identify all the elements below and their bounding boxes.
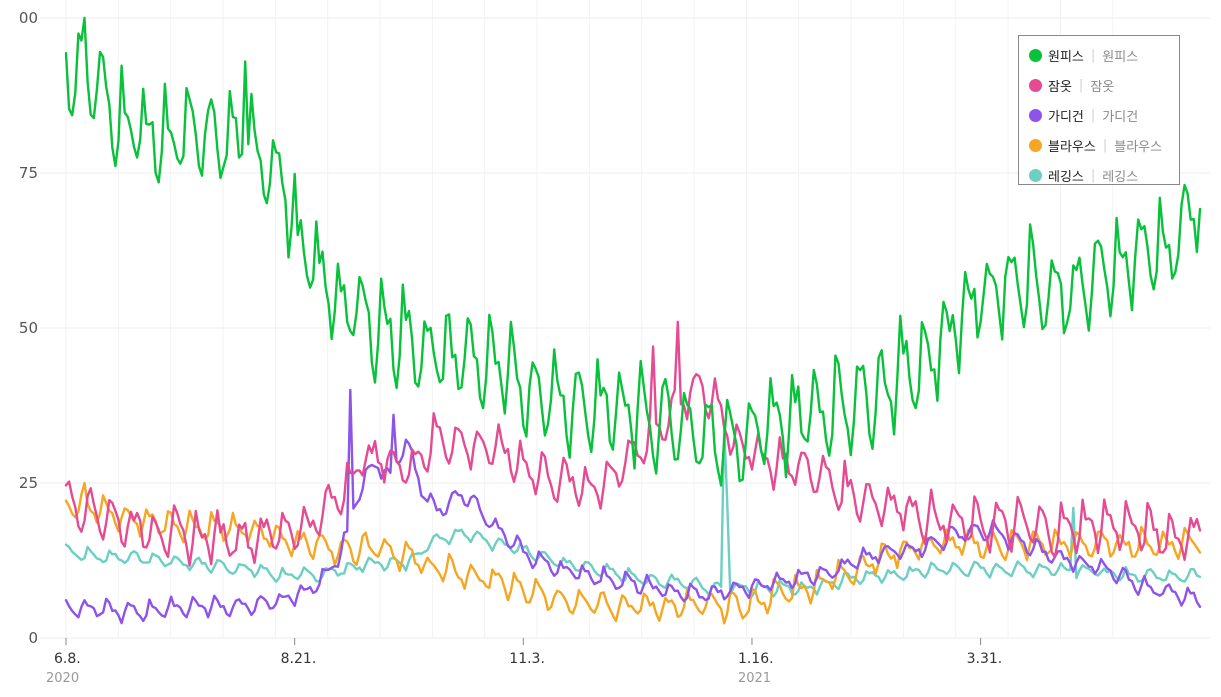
legend-label: 블라우스 <box>1048 139 1096 155</box>
legend-label: 원피스 <box>1048 49 1084 65</box>
legend-label: 레깅스 <box>1048 169 1084 185</box>
series-line-2 <box>64 388 1202 625</box>
legend-item-blouse[interactable]: 블라우스 | 블라우스 <box>1029 130 1179 160</box>
legend-alias: 잠옷 <box>1090 79 1115 95</box>
legend-item-cardigan[interactable]: 가디건 | 가디건 <box>1029 100 1179 130</box>
x-tick-label: 3.31. <box>967 651 1003 667</box>
series-line-0 <box>64 16 1202 487</box>
legend-alias: 블라우스 <box>1114 139 1163 155</box>
legend-label: 잠옷 <box>1048 79 1072 95</box>
y-tick-label: 00 <box>19 9 38 27</box>
legend-label: 가디건 <box>1048 109 1084 125</box>
legend-dot <box>1029 48 1042 62</box>
legend-dot <box>1029 138 1042 152</box>
x-tick-label: 1.16. <box>738 651 774 667</box>
legend-alias: 가디건 <box>1102 109 1139 125</box>
series-line-3 <box>64 481 1202 625</box>
legend-dot <box>1029 108 1042 122</box>
legend-item-leggings[interactable]: 레깅스 | 레깅스 <box>1029 160 1179 190</box>
chart-legend: 원피스 | 원피스 잠옷 | 잠옷 가디건 | 가디건 블라우스 | 블라우스 … <box>1018 35 1180 185</box>
legend-dot <box>1029 168 1042 182</box>
legend-alias: 원피스 <box>1102 49 1139 65</box>
x-tick-year: 2021 <box>738 671 771 686</box>
legend-alias: 레깅스 <box>1102 169 1139 185</box>
y-tick-label: 75 <box>19 164 38 182</box>
x-tick-year: 2020 <box>46 671 79 686</box>
y-tick-label: 50 <box>19 319 38 337</box>
x-tick-label: 11.3. <box>509 651 545 667</box>
legend-item-pajamas[interactable]: 잠옷 | 잠옷 <box>1029 70 1179 100</box>
series-line-4 <box>64 426 1202 598</box>
x-tick-label: 8.21. <box>281 651 317 667</box>
legend-item-onepiece[interactable]: 원피스 | 원피스 <box>1029 40 1179 70</box>
x-tick-label: 6.8. <box>54 651 81 667</box>
y-tick-label: 0 <box>28 629 38 647</box>
y-tick-label: 25 <box>19 474 38 492</box>
legend-dot <box>1029 78 1042 92</box>
